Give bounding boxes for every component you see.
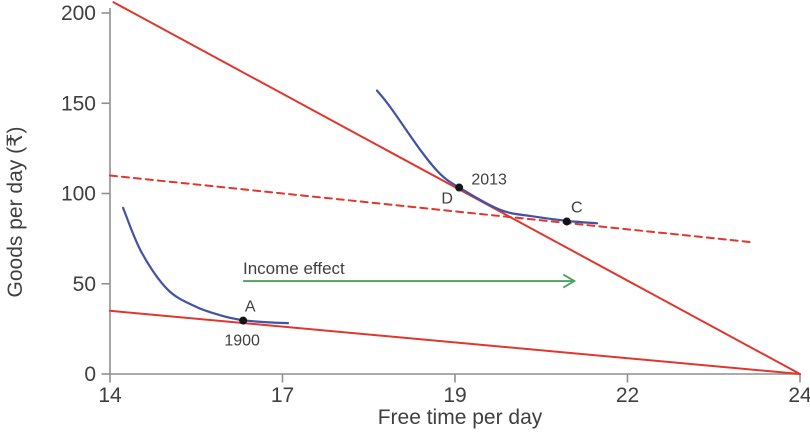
x-tick-label: 19 <box>443 384 466 407</box>
series-lines <box>109 1 801 375</box>
point-A-label: A <box>245 299 256 316</box>
point-D-label: D <box>441 191 453 208</box>
x-tick-label: 22 <box>616 384 639 407</box>
budget-constraint-1900-line <box>109 309 801 375</box>
x-tick-label: 14 <box>98 384 122 407</box>
x-tick-label: 24 <box>788 384 810 407</box>
point-A-dot <box>239 316 248 325</box>
x-axis-title: Free time per day <box>378 406 543 429</box>
income-effect-label: Income effect <box>243 259 345 278</box>
y-tick-label: 50 <box>73 273 96 296</box>
y-tick-label: 100 <box>61 183 96 206</box>
y-tick-label: 0 <box>84 363 96 386</box>
indifference-curve-1900-line <box>122 206 290 325</box>
indifference-curve-2013-line <box>375 89 599 225</box>
point-markers: A 1900 D 2013 C <box>224 172 582 350</box>
point-D-dot <box>455 183 464 192</box>
income-effect-arrowhead <box>562 273 577 289</box>
x-tick-label: 17 <box>271 384 294 407</box>
annotation-arrow-group <box>243 273 577 289</box>
point-D-year-label: 2013 <box>471 172 507 189</box>
y-axis-title: Goods per day (₹) <box>4 127 27 298</box>
y-tick-label: 150 <box>61 92 96 115</box>
hypothetical-budget-dashed-line <box>109 174 753 244</box>
y-tick-label: 200 <box>61 2 96 25</box>
point-A-year-label: 1900 <box>224 333 260 350</box>
point-C-label: C <box>571 199 583 216</box>
axes: 0 50 100 150 200 14 17 19 22 24 <box>61 2 810 407</box>
point-C-dot <box>562 217 571 226</box>
